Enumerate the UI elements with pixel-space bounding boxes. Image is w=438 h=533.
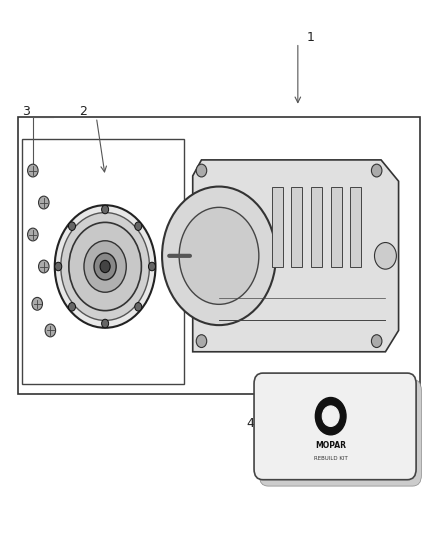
Text: REBUILD KIT: REBUILD KIT <box>314 456 348 461</box>
FancyBboxPatch shape <box>254 373 416 480</box>
Circle shape <box>55 262 62 271</box>
Bar <box>18 117 420 394</box>
Circle shape <box>39 196 49 209</box>
Circle shape <box>68 222 75 230</box>
Circle shape <box>100 260 110 273</box>
Circle shape <box>135 222 142 230</box>
Circle shape <box>196 335 207 348</box>
Circle shape <box>135 303 142 311</box>
Circle shape <box>179 207 259 304</box>
Circle shape <box>68 303 75 311</box>
Circle shape <box>61 213 149 320</box>
FancyBboxPatch shape <box>259 379 421 486</box>
Circle shape <box>45 324 56 337</box>
Circle shape <box>28 228 38 241</box>
Circle shape <box>55 205 155 328</box>
Text: 2: 2 <box>79 106 87 118</box>
Text: 4: 4 <box>246 417 254 430</box>
Circle shape <box>102 205 109 214</box>
Circle shape <box>322 406 339 426</box>
Bar <box>350 187 361 266</box>
Bar <box>291 187 302 266</box>
Circle shape <box>371 164 382 177</box>
Circle shape <box>196 164 207 177</box>
Text: 3: 3 <box>22 106 30 118</box>
Bar <box>311 187 322 266</box>
Circle shape <box>94 253 116 280</box>
Circle shape <box>374 243 396 269</box>
Circle shape <box>28 164 38 177</box>
Circle shape <box>148 262 155 271</box>
Circle shape <box>84 241 126 292</box>
Circle shape <box>39 260 49 273</box>
Bar <box>272 187 283 266</box>
Circle shape <box>32 297 42 310</box>
Bar <box>331 187 342 266</box>
Circle shape <box>315 398 346 435</box>
Bar <box>22 139 184 384</box>
Polygon shape <box>193 160 399 352</box>
Circle shape <box>162 187 276 325</box>
Circle shape <box>371 335 382 348</box>
Text: MOPAR: MOPAR <box>315 441 346 450</box>
Circle shape <box>102 319 109 328</box>
Text: 1: 1 <box>307 31 314 44</box>
Circle shape <box>69 222 141 311</box>
